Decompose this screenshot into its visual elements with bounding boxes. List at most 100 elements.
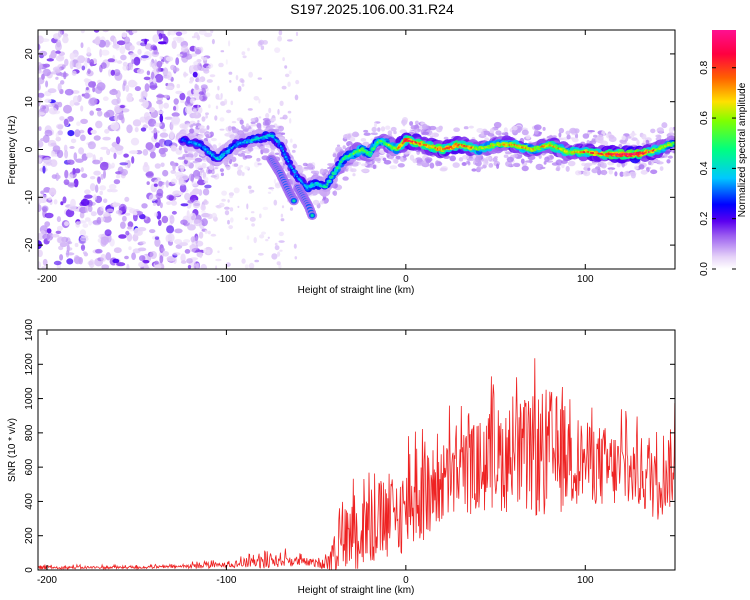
ridge-mark: [401, 142, 404, 145]
ridge-halo-blob: [182, 153, 189, 158]
noise-blob: [60, 201, 64, 206]
branch-mark: [292, 199, 296, 203]
noise-blob: [195, 262, 200, 269]
ridge-mark: [399, 145, 402, 148]
noise-blob: [79, 212, 85, 219]
ridge-mark: [301, 181, 304, 184]
noise-blob: [76, 121, 81, 126]
noise-blob: [143, 112, 150, 121]
noise-blob: [287, 81, 291, 87]
spectrogram-y-axis-label: Frequency (Hz): [7, 116, 18, 185]
ridge-halo-blob: [363, 129, 369, 133]
noise-blob: [83, 252, 89, 257]
ridge-halo-blob: [488, 163, 494, 168]
noise-blob: [159, 255, 164, 264]
ridge-mark: [394, 147, 397, 150]
ridge-mark: [331, 175, 334, 178]
noise-blob: [165, 56, 174, 62]
ridge-mark: [328, 179, 331, 182]
noise-blob: [119, 162, 128, 166]
ridge-halo-blob: [393, 130, 397, 135]
noise-blob: [126, 124, 133, 134]
ridge-mark: [384, 141, 386, 144]
ridge-halo-blob: [586, 140, 590, 144]
ridge-halo-blob: [641, 133, 647, 140]
noise-blob: [38, 140, 44, 148]
noise-blob: [274, 182, 281, 189]
noise-blob: [106, 149, 110, 155]
noise-blob: [169, 215, 175, 224]
noise-blob: [81, 65, 86, 71]
spectrogram-x-ticks: -200 -100 0 100: [37, 30, 594, 285]
noise-blob: [112, 202, 121, 207]
noise-blob: [141, 55, 149, 59]
noise-blob: [156, 94, 165, 98]
noise-blob: [259, 213, 262, 219]
noise-blob: [251, 223, 256, 227]
noise-blob: [87, 260, 94, 266]
noise-blob: [89, 110, 94, 116]
noise-blob: [44, 129, 53, 137]
noise-blob: [210, 233, 217, 237]
ridge-halo-blob: [555, 167, 560, 171]
ridge-halo-blob: [247, 146, 254, 152]
noise-blob: [280, 218, 285, 222]
noise-blob: [89, 183, 96, 192]
noise-blob: [247, 185, 252, 190]
ridge-halo-blob: [402, 155, 407, 158]
ridge-halo-blob: [373, 132, 378, 136]
y-tick-label: 1200: [24, 353, 35, 376]
ridge-halo-blob: [587, 130, 596, 133]
ridge-halo-blob: [425, 158, 431, 164]
noise-blob: [80, 105, 84, 112]
noise-blob: [171, 40, 177, 49]
noise-blob: [229, 80, 232, 83]
ridge-halo-blob: [655, 134, 662, 138]
noise-blob: [139, 241, 146, 245]
noise-blob: [154, 212, 158, 217]
noise-blob: [190, 53, 198, 57]
ridge-mark: [217, 158, 219, 160]
noise-blob: [259, 234, 265, 239]
noise-blob: [143, 76, 151, 81]
noise-blob: [79, 229, 87, 237]
noise-blob: [71, 70, 77, 76]
ridge-halo-blob: [205, 133, 210, 139]
noise-blob: [129, 80, 138, 87]
noise-blob: [106, 208, 114, 213]
ridge-halo-blob: [496, 163, 500, 169]
ridge-mark: [200, 145, 203, 148]
noise-blob: [132, 30, 138, 34]
noise-blob: [200, 210, 206, 213]
noise-blob: [100, 173, 104, 180]
colorbar-tick-label: 0.2: [699, 211, 710, 225]
noise-blob: [120, 168, 128, 176]
noise-blob: [175, 57, 180, 66]
ridge-halo-blob: [668, 126, 674, 133]
noise-blob: [203, 180, 209, 184]
ridge-halo-blob: [504, 151, 512, 155]
ridge-halo-blob: [319, 168, 325, 175]
noise-blob: [278, 30, 283, 36]
ridge-mark: [284, 156, 287, 158]
ridge-halo-blob: [244, 155, 253, 159]
ridge-mark: [340, 160, 343, 163]
noise-blob: [132, 248, 141, 254]
ridge-halo-blob: [421, 131, 430, 136]
noise-blob: [46, 228, 52, 234]
noise-blob: [220, 50, 225, 53]
noise-blob: [166, 255, 176, 262]
noise-blob: [171, 112, 180, 117]
noise-blob: [258, 98, 261, 104]
noise-blob: [105, 252, 112, 261]
noise-blob: [204, 184, 212, 189]
noise-blob: [80, 134, 86, 142]
noise-blob: [113, 247, 122, 254]
noise-blob: [134, 86, 141, 92]
noise-blob: [211, 38, 215, 45]
ridge-mark: [562, 148, 565, 151]
noise-blob: [110, 69, 116, 76]
noise-blob: [244, 217, 248, 221]
